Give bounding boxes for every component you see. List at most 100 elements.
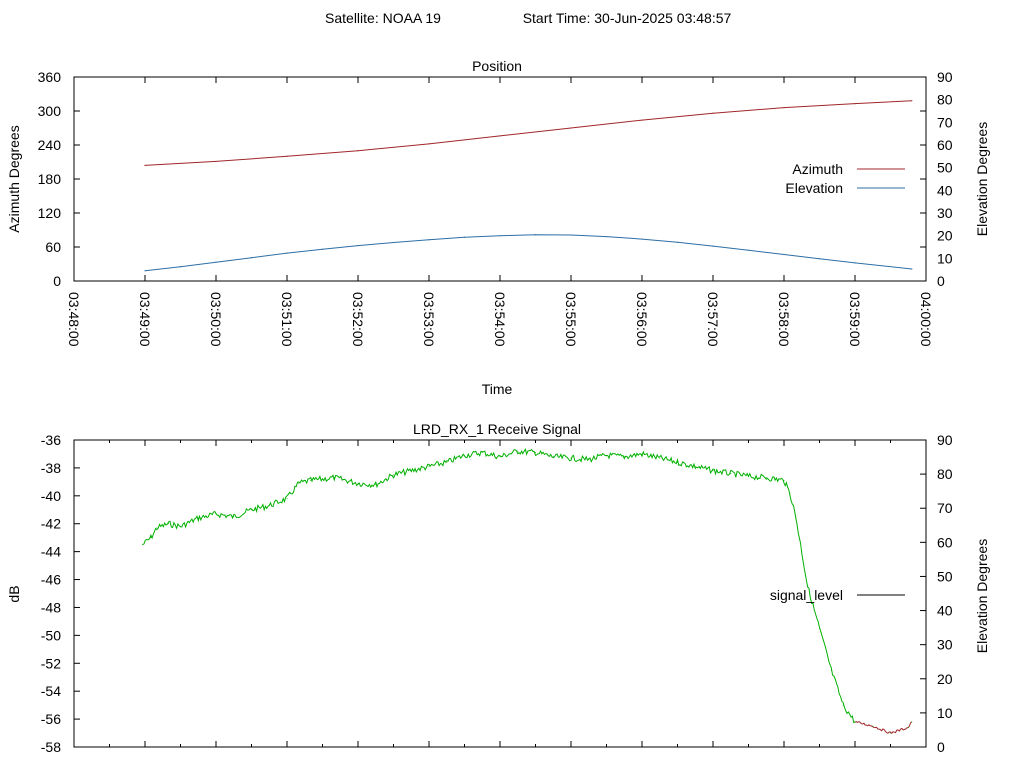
- data-point-signal-level: [428, 466, 430, 468]
- data-point-azimuth: [428, 143, 430, 145]
- signal-y-axis: -58 -56 -54 -52 -50 -48 -46 -44 -42 -40 -38 -36: [41, 432, 80, 755]
- data-point-elevation: [392, 241, 395, 244]
- signal-title: LRD_RX_1 Receive Signal: [413, 421, 581, 437]
- x-tick-label: 03:58:00: [776, 292, 792, 347]
- x-tick-label: 03:54:00: [492, 292, 508, 347]
- y2-tick-label: 70: [937, 114, 953, 130]
- y2-tick-label: 40: [937, 182, 953, 198]
- data-point-signal-level: [819, 627, 820, 629]
- y-tick-label: -52: [41, 655, 61, 671]
- data-point-signal-level: [730, 472, 732, 474]
- data-point-azimuth: [144, 164, 146, 166]
- position-y2-label: Elevation Degrees: [974, 122, 990, 236]
- data-point-signal-level: [712, 470, 714, 472]
- position-y2-axis: 0 10 20 30 40 50 60 70 80 90: [937, 69, 953, 289]
- x-tick-label: 03:50:00: [208, 292, 224, 347]
- y2-tick-label: 20: [937, 228, 953, 244]
- x-tick-label: 03:56:00: [634, 292, 650, 347]
- data-point-signal-level: [677, 461, 678, 463]
- data-point-elevation: [179, 266, 182, 268]
- data-point-elevation: [818, 258, 821, 260]
- data-point-signal-level: [499, 456, 501, 458]
- data-point-signal-level: [570, 457, 572, 459]
- data-point-azimuth: [712, 112, 714, 114]
- y2-tick-label: 20: [937, 671, 953, 687]
- data-point-elevation: [428, 239, 430, 241]
- y-tick-label: -44: [41, 544, 61, 560]
- data-point-signal-level: [215, 513, 217, 515]
- y-tick-label: 240: [38, 137, 62, 153]
- position-plot-frame: [73, 76, 927, 282]
- data-point-elevation: [712, 245, 714, 247]
- data-point-signal-level: [765, 477, 767, 479]
- data-point-azimuth: [357, 150, 359, 152]
- data-point-signal-level: [517, 450, 519, 452]
- signal-series-group: [142, 448, 913, 735]
- data-point-signal-level: [333, 477, 335, 479]
- data-point-elevation: [534, 234, 537, 236]
- data-point-signal-level: [623, 456, 625, 458]
- y-tick-label: -54: [41, 683, 61, 699]
- legend-label-signal-level: signal_level: [770, 587, 843, 603]
- y2-tick-label: 80: [937, 92, 953, 108]
- data-point-signal-level: [168, 523, 170, 525]
- y2-tick-label: 50: [937, 160, 953, 176]
- y-tick-label: 0: [53, 273, 61, 289]
- data-point-signal-level: [588, 459, 590, 461]
- data-point-signal-level: [783, 479, 785, 481]
- data-point-signal-level: [606, 454, 607, 456]
- y2-tick-label: 80: [937, 466, 953, 482]
- y-tick-label: -42: [41, 516, 61, 532]
- data-point-azimuth: [215, 160, 217, 163]
- data-point-signal-level: [552, 456, 554, 458]
- data-point-elevation: [321, 248, 324, 250]
- data-point-signal-level: [142, 544, 144, 546]
- data-point-azimuth: [499, 135, 501, 137]
- data-point-elevation: [570, 234, 572, 236]
- x-tick-label: 03:53:00: [421, 292, 437, 347]
- signal-legend: signal_level: [770, 587, 905, 603]
- data-point-signal-level: [872, 725, 874, 727]
- x-tick-label: 03:51:00: [279, 292, 295, 347]
- y-tick-label: -38: [41, 460, 61, 476]
- data-point-signal-level: [357, 482, 359, 484]
- y2-tick-label: 40: [937, 603, 953, 619]
- position-series-group: [144, 100, 913, 272]
- y2-tick-label: 10: [937, 250, 953, 266]
- data-point-signal-level: [481, 452, 483, 454]
- y-tick-label: -36: [41, 432, 61, 448]
- header-start-time: Start Time: 30-Jun-2025 03:48:57: [523, 10, 732, 26]
- legend-label-azimuth: Azimuth: [792, 161, 843, 177]
- series-line-azimuth: [144, 100, 912, 166]
- data-point-signal-level: [801, 551, 803, 553]
- data-point-signal-level: [641, 453, 643, 455]
- signal-x-axis: [73, 440, 927, 747]
- data-point-elevation: [641, 238, 643, 240]
- y2-tick-label: 30: [937, 637, 953, 653]
- position-title: Position: [472, 58, 522, 74]
- y2-tick-label: 30: [937, 205, 953, 221]
- series-line-signal-level: [142, 448, 856, 724]
- y-tick-label: -46: [41, 572, 61, 588]
- data-point-signal-level: [233, 516, 235, 518]
- signal-y2-label: Elevation Degrees: [974, 539, 990, 653]
- y-tick-label: 180: [38, 171, 62, 187]
- y-tick-label: -56: [41, 711, 61, 727]
- data-point-signal-level: [748, 475, 749, 477]
- series-line-elevation: [144, 234, 912, 272]
- data-point-elevation: [144, 270, 146, 272]
- x-tick-label: 03:49:00: [137, 292, 153, 347]
- data-point-azimuth: [286, 155, 288, 157]
- y-tick-label: 360: [38, 69, 62, 85]
- signal-y-label: dB: [6, 585, 22, 602]
- data-point-signal-level: [310, 479, 312, 481]
- data-point-signal-level: [890, 732, 891, 734]
- data-point-signal-level: [180, 526, 181, 528]
- y-tick-label: -48: [41, 599, 61, 615]
- data-point-signal-level: [375, 484, 377, 486]
- data-point-elevation: [357, 245, 359, 247]
- position-legend: Azimuth Elevation: [785, 161, 905, 196]
- y-tick-label: 300: [38, 103, 62, 119]
- y2-tick-label: 0: [937, 739, 945, 755]
